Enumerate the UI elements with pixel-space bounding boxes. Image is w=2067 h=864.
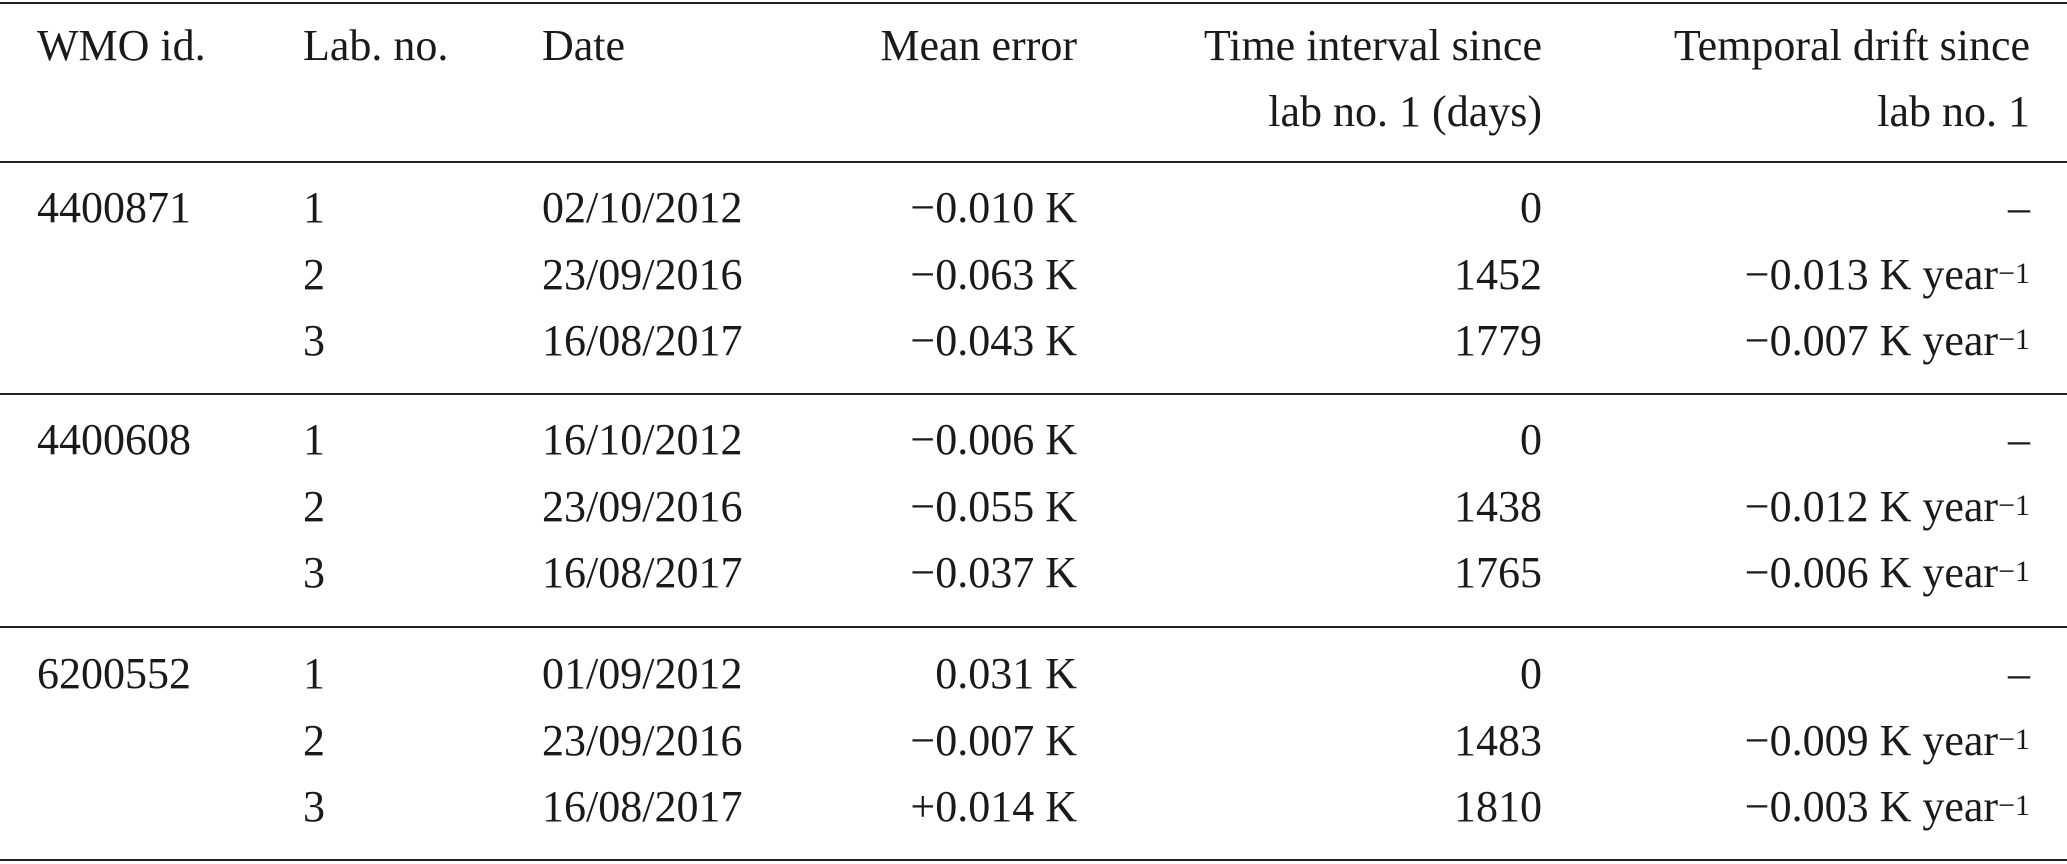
lab-cell: 1 (303, 183, 325, 232)
drift-value: −0.006 K year (1744, 548, 1999, 597)
date-cell: 23/09/2016 (542, 715, 743, 765)
column-header: lab no. 1 (1877, 87, 2030, 136)
interval-cell: 0 (1520, 183, 1542, 232)
lab-cell: 2 (303, 715, 325, 765)
mean-error-cell: −0.055 K (910, 481, 1077, 531)
column-header: Lab. no. (303, 21, 449, 70)
drift-exponent: −1 (1998, 488, 2030, 522)
mean-error-cell: 0.031 K (935, 649, 1077, 698)
interval-cell: 1483 (1454, 715, 1542, 765)
drift-cell: −0.007 K year−1 (1745, 319, 2030, 363)
column-header: Time interval since (1203, 21, 1542, 70)
lab-cell: 1 (303, 415, 325, 464)
interval-cell: 0 (1520, 649, 1542, 698)
drift-value: −0.009 K year (1744, 715, 1999, 765)
drift-exponent: −1 (1998, 722, 2030, 756)
mean-error-cell: −0.007 K (910, 715, 1077, 765)
lab-cell: 2 (303, 481, 325, 531)
drift-cell: −0.012 K year−1 (1744, 481, 2030, 531)
mean-error-cell: −0.037 K (910, 548, 1077, 597)
lab-cell: 1 (303, 649, 325, 698)
column-header: WMO id. (37, 21, 206, 70)
column-header: Mean error (880, 21, 1077, 70)
rule (0, 2, 2067, 4)
rule (0, 161, 2067, 163)
drift-cell: −0.006 K year−1 (1745, 551, 2030, 595)
drift-value: −0.012 K year (1744, 481, 1999, 531)
wmo-id: 4400608 (37, 415, 191, 464)
lab-cell: 3 (303, 782, 325, 831)
date-cell: 01/09/2012 (542, 649, 743, 698)
column-header: Date (542, 21, 626, 70)
date-cell: 16/08/2017 (542, 548, 743, 597)
drift-value: −0.007 K year (1744, 316, 1999, 365)
interval-cell: 1438 (1454, 481, 1542, 531)
column-header: lab no. 1 (days) (1268, 87, 1542, 136)
date-cell: 23/09/2016 (542, 481, 743, 531)
mean-error-cell: −0.063 K (910, 249, 1077, 299)
date-cell: 16/08/2017 (542, 782, 743, 831)
interval-cell: 1452 (1454, 249, 1542, 299)
drift-value: −0.003 K year (1744, 782, 1999, 831)
rule (0, 859, 2067, 861)
interval-cell: 0 (1520, 415, 1542, 464)
column-header: Temporal drift since (1673, 21, 2030, 70)
mean-error-cell: +0.014 K (910, 782, 1077, 831)
drift-cell: – (2008, 415, 2030, 464)
drift-cell: – (2008, 183, 2030, 232)
lab-cell: 3 (303, 548, 325, 597)
wmo-id: 6200552 (37, 649, 191, 698)
drift-exponent: −1 (1998, 256, 2030, 290)
rule (0, 626, 2067, 628)
mean-error-cell: −0.010 K (910, 183, 1077, 232)
date-cell: 16/10/2012 (542, 415, 743, 464)
date-cell: 16/08/2017 (542, 316, 743, 365)
wmo-id: 4400871 (37, 183, 191, 232)
drift-exponent: −1 (1998, 323, 2030, 356)
drift-cell: −0.009 K year−1 (1744, 715, 2030, 765)
date-cell: 02/10/2012 (542, 183, 743, 232)
drift-exponent: −1 (1998, 555, 2030, 588)
lab-cell: 2 (303, 249, 325, 299)
drift-cell: – (2008, 649, 2030, 698)
interval-cell: 1779 (1454, 316, 1542, 365)
drift-cell: −0.003 K year−1 (1745, 785, 2030, 829)
rule (0, 393, 2067, 395)
drift-cell: −0.013 K year−1 (1744, 249, 2030, 299)
mean-error-cell: −0.043 K (910, 316, 1077, 365)
drift-exponent: −1 (1998, 789, 2030, 822)
interval-cell: 1810 (1454, 782, 1542, 831)
date-cell: 23/09/2016 (542, 249, 743, 299)
interval-cell: 1765 (1454, 548, 1542, 597)
lab-cell: 3 (303, 316, 325, 365)
drift-value: −0.013 K year (1744, 249, 1999, 299)
mean-error-cell: −0.006 K (910, 415, 1077, 464)
